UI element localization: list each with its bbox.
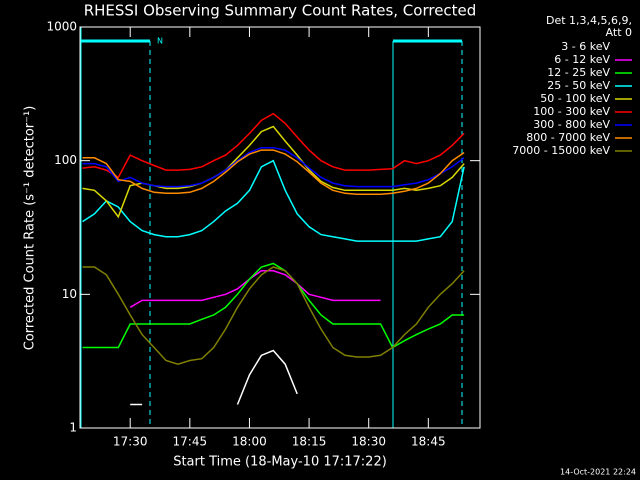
annotation: N (157, 37, 163, 46)
x-tick-label: 18:30 (351, 435, 386, 449)
y-tick-label: 1000 (46, 20, 77, 34)
legend-label: 100 - 300 keV (533, 105, 610, 118)
legend-title: Det 1,3,4,5,6,9, (546, 14, 632, 27)
chart-title: RHESSI Observing Summary Count Rates, Co… (84, 2, 477, 20)
legend-label: 300 - 800 keV (533, 118, 610, 131)
plot-frame (79, 26, 481, 429)
legend-label: 25 - 50 keV (547, 79, 610, 92)
legend-label: 6 - 12 keV (554, 53, 610, 66)
legend-label: 12 - 25 keV (547, 66, 610, 79)
x-tick-label: 17:45 (173, 435, 208, 449)
y-tick-label: 100 (54, 153, 77, 167)
y-tick-label: 1 (69, 421, 77, 435)
legend-label: 7000 - 15000 keV (512, 144, 610, 157)
series-line (82, 159, 465, 242)
flags (80, 27, 463, 428)
x-tick-label: 17:30 (113, 435, 148, 449)
y-tick-label: 10 (62, 287, 77, 301)
legend-label: 50 - 100 keV (540, 92, 610, 105)
x-tick-label: 18:45 (411, 435, 446, 449)
footer: 14-Oct-2021 22:24 (560, 468, 636, 477)
x-tick-label: 18:00 (232, 435, 267, 449)
series-line (82, 262, 465, 349)
x-axis-label: Start Time (18-May-10 17:17:22) (173, 455, 387, 470)
series-line (130, 349, 298, 406)
legend-title: Att 0 (606, 26, 632, 39)
series-line (129, 270, 381, 308)
series-line (82, 112, 465, 179)
y-axis-label: Corrected Count Rate (s⁻¹ detector⁻¹) (23, 106, 38, 351)
legend-label: 3 - 6 keV (561, 40, 610, 53)
series-line (82, 125, 465, 219)
x-tick-label: 18:15 (292, 435, 327, 449)
legend-label: 800 - 7000 keV (526, 131, 610, 144)
series-line (82, 266, 465, 365)
series-line (82, 146, 465, 188)
series-line (82, 149, 465, 196)
